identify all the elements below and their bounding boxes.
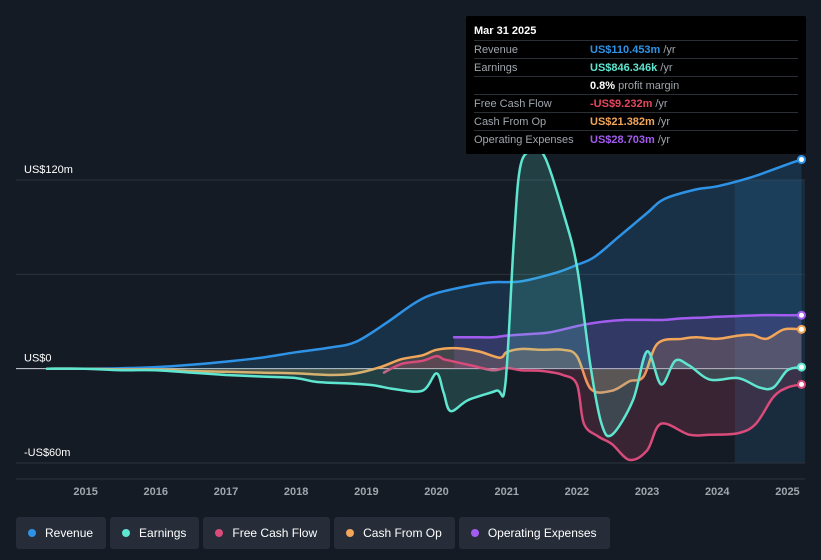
x-axis-label: 2019 bbox=[354, 486, 378, 498]
tooltip-row-operating-expenses: Operating Expenses US$28.703m /yr bbox=[474, 130, 798, 148]
x-axis-label: 2022 bbox=[565, 486, 589, 498]
free-cash-flow-end-marker bbox=[796, 379, 806, 389]
tooltip-label: Operating Expenses bbox=[474, 133, 574, 146]
legend-label: Free Cash Flow bbox=[232, 526, 318, 540]
earnings-line bbox=[45, 149, 803, 438]
legend-dot-icon bbox=[470, 529, 479, 537]
cash-from-op-end-marker bbox=[796, 324, 806, 334]
legend-revenue[interactable]: Revenue bbox=[16, 517, 107, 549]
x-axis-label: 2017 bbox=[214, 486, 238, 498]
tooltip-label: Earnings bbox=[474, 61, 518, 74]
tooltip-value: -US$9.232m bbox=[590, 97, 653, 110]
free-cash-flow-area bbox=[383, 356, 802, 461]
tooltip-unit: /yr bbox=[663, 43, 676, 56]
operating-expenses-line bbox=[452, 313, 803, 339]
tooltip-row-profit-margin: 0.8% profit margin bbox=[474, 76, 798, 94]
legend-operating-expenses[interactable]: Operating Expenses bbox=[458, 517, 610, 549]
forecast-highlight bbox=[734, 180, 805, 463]
tooltip-date: Mar 31 2025 bbox=[474, 25, 537, 37]
tooltip-value: US$28.703m bbox=[590, 133, 655, 146]
legend-label: Operating Expenses bbox=[487, 526, 597, 540]
tooltip-unit: profit margin bbox=[618, 79, 680, 92]
y-axis-label: -US$60m bbox=[24, 447, 70, 459]
tooltip-row-earnings: Earnings US$846.346k /yr bbox=[474, 58, 798, 76]
tooltip-row-revenue: Revenue US$110.453m /yr bbox=[474, 40, 798, 58]
x-axis-label: 2021 bbox=[494, 486, 518, 498]
x-axis-label: 2025 bbox=[775, 486, 799, 498]
tooltip-value: US$110.453m bbox=[590, 43, 661, 56]
tooltip-row-cash-from-op: Cash From Op US$21.382m /yr bbox=[474, 112, 798, 130]
x-axis-label: 2023 bbox=[635, 486, 659, 498]
legend-label: Cash From Op bbox=[363, 526, 442, 540]
tooltip-label: Revenue bbox=[474, 43, 519, 56]
tooltip-unit: /yr bbox=[660, 61, 673, 74]
legend-free-cash-flow[interactable]: Free Cash Flow bbox=[203, 517, 331, 549]
data-tooltip: Mar 31 2025 Revenue US$110.453m /yr Earn… bbox=[466, 16, 806, 154]
earnings-end-marker bbox=[796, 362, 806, 372]
tooltip-value: 0.8% bbox=[590, 79, 616, 92]
x-axis-label: 2018 bbox=[284, 486, 308, 498]
legend-dot-icon bbox=[28, 529, 36, 537]
tooltip-value: US$21.382m bbox=[590, 115, 655, 128]
tooltip-value: US$846.346k bbox=[590, 61, 658, 74]
revenue-end-marker bbox=[796, 155, 806, 165]
tooltip-row-free-cash-flow: Free Cash Flow -US$9.232m /yr bbox=[474, 94, 798, 112]
tooltip-unit: /yr bbox=[657, 115, 671, 128]
y-axis-label: US$120m bbox=[24, 164, 73, 176]
tooltip-label: Free Cash Flow bbox=[474, 97, 552, 110]
legend-label: Revenue bbox=[45, 526, 94, 540]
tooltip-unit: /yr bbox=[655, 97, 668, 110]
legend-label: Earnings bbox=[139, 526, 187, 540]
earnings-area bbox=[47, 150, 802, 437]
y-axis-label: US$0 bbox=[24, 353, 52, 365]
legend-earnings[interactable]: Earnings bbox=[110, 517, 200, 549]
tooltip-label: Cash From Op bbox=[474, 115, 547, 128]
legend-dot-icon bbox=[346, 529, 355, 537]
operating-expenses-area bbox=[454, 315, 802, 369]
x-axis-label: 2016 bbox=[144, 486, 168, 498]
revenue-area bbox=[47, 159, 802, 369]
legend-cash-from-op[interactable]: Cash From Op bbox=[334, 517, 455, 549]
x-axis-label: 2020 bbox=[424, 486, 448, 498]
free-cash-flow-line bbox=[382, 354, 803, 462]
chart-canvas: US$120m US$0 -US$60m 2015 2016 2017 2018 2019 20… bbox=[16, 149, 806, 498]
legend-dot-icon bbox=[215, 529, 224, 537]
legend-dot-icon bbox=[122, 529, 131, 537]
x-axis-label: 2024 bbox=[705, 486, 730, 498]
operating-expenses-end-marker bbox=[796, 310, 806, 320]
legend: Revenue Earnings Free Cash Flow Cash Fro… bbox=[16, 517, 610, 549]
tooltip-unit: /yr bbox=[657, 133, 671, 146]
revenue-line bbox=[45, 158, 803, 370]
x-axis-label: 2015 bbox=[73, 486, 97, 498]
